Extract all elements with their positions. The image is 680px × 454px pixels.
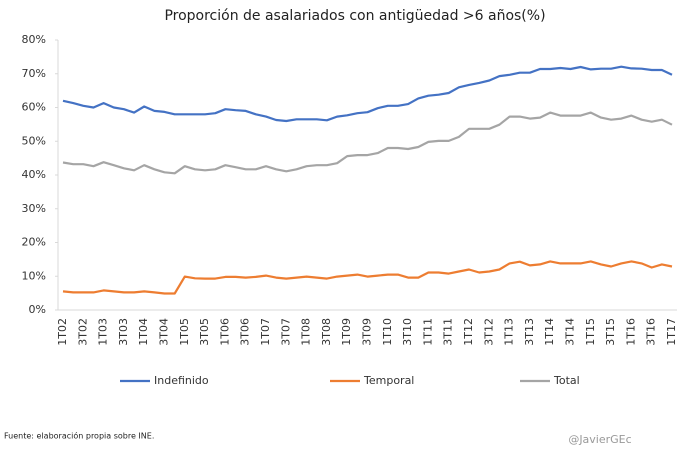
x-tick-label: 3T07 <box>279 318 292 346</box>
x-tick-label: 1T14 <box>543 318 556 346</box>
x-tick-label: 3T11 <box>442 318 455 346</box>
y-tick-label: 50% <box>22 134 46 147</box>
x-tick-label: 3T03 <box>117 318 130 346</box>
y-tick-label: 10% <box>22 269 46 282</box>
x-tick-label: 3T15 <box>604 318 617 346</box>
x-tick-label: 1T06 <box>218 318 231 346</box>
y-tick-label: 0% <box>29 303 46 316</box>
x-tick-label: 3T06 <box>239 318 252 346</box>
x-tick-label: 1T13 <box>503 318 516 346</box>
y-tick-label: 30% <box>22 202 46 215</box>
x-tick-label: 1T10 <box>381 318 394 346</box>
x-tick-label: 1T02 <box>56 318 69 346</box>
x-tick-label: 3T05 <box>198 318 211 346</box>
legend-label: Temporal <box>363 374 414 387</box>
x-tick-label: 1T03 <box>97 318 110 346</box>
chart-title: Proporción de asalariados con antigüedad… <box>164 8 545 24</box>
x-tick-label: 1T08 <box>300 318 313 346</box>
x-tick-label: 1T09 <box>340 318 353 346</box>
y-tick-label: 40% <box>22 168 46 181</box>
x-tick-label: 3T10 <box>401 318 414 346</box>
legend-label: Total <box>553 374 580 387</box>
x-tick-label: 3T12 <box>482 318 495 346</box>
legend-label: Indefinido <box>154 374 209 387</box>
x-tick-label: 3T09 <box>361 318 374 346</box>
source: Fuente: elaboración propia sobre INE. <box>4 431 154 441</box>
series-line <box>62 65 673 123</box>
watermark: @JavierGEc <box>568 433 631 446</box>
y-tick-label: 60% <box>22 101 46 114</box>
series-line <box>62 260 673 295</box>
x-tick-label: 1T07 <box>259 318 272 346</box>
x-tick-label: 1T05 <box>178 318 191 346</box>
x-tick-label: 3T13 <box>523 318 536 346</box>
x-tick-label: 1T17 <box>665 318 678 346</box>
x-tick-label: 1T16 <box>624 318 637 346</box>
series-line <box>62 111 673 175</box>
x-tick-label: 1T15 <box>584 318 597 346</box>
x-tick-label: 3T14 <box>564 318 577 346</box>
x-tick-label: 1T04 <box>137 318 150 346</box>
x-tick-label: 3T04 <box>158 318 171 346</box>
x-tick-label: 1T12 <box>462 318 475 346</box>
y-tick-label: 20% <box>22 236 46 249</box>
x-tick-label: 1T11 <box>421 318 434 346</box>
y-tick-label: 80% <box>22 33 46 46</box>
y-tick-label: 70% <box>22 67 46 80</box>
x-tick-label: 3T16 <box>645 318 658 346</box>
x-tick-label: 3T02 <box>76 318 89 346</box>
x-tick-label: 3T08 <box>320 318 333 346</box>
